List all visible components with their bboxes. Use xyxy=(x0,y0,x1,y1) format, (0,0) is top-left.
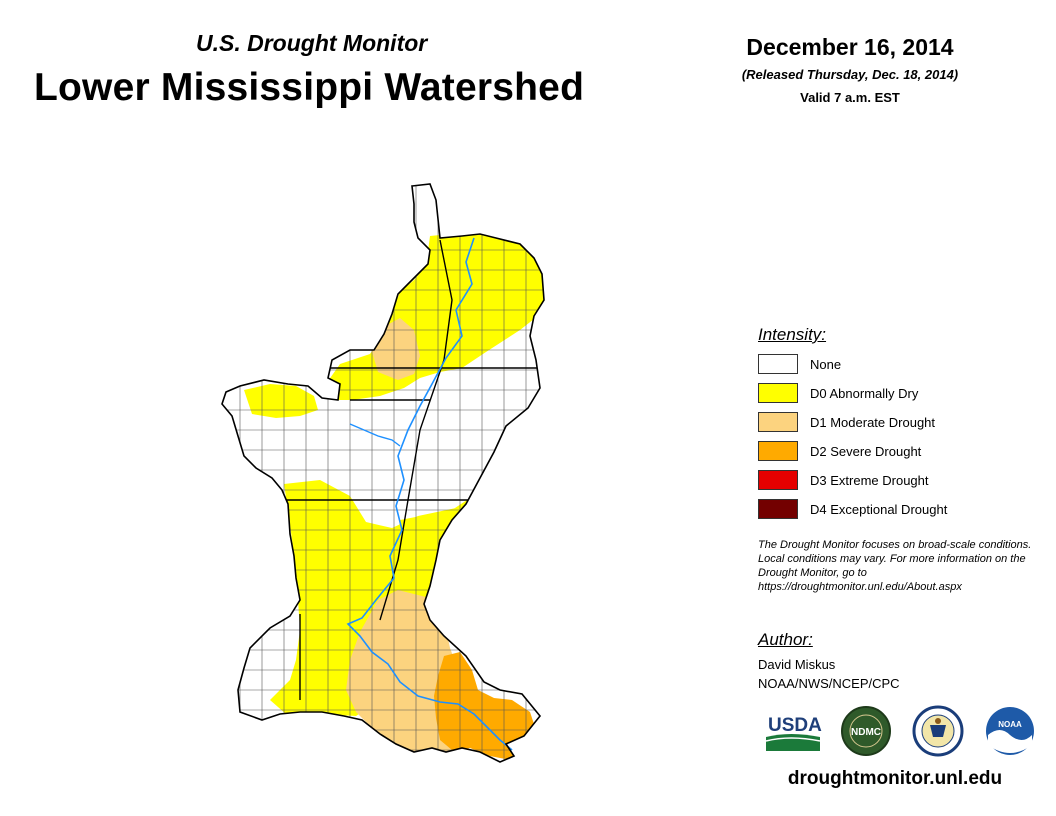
ndmc-logo-text: NDMC xyxy=(851,727,881,738)
drought-map xyxy=(221,183,545,763)
legend-label: D2 Severe Drought xyxy=(810,444,922,459)
map-subtitle: U.S. Drought Monitor xyxy=(196,30,428,56)
disclaimer-note: The Drought Monitor focuses on broad-sca… xyxy=(758,539,1032,593)
legend-swatch xyxy=(758,470,798,490)
legend-swatch xyxy=(758,383,798,403)
doc-seal-logo xyxy=(912,705,964,757)
release-date: (Released Thursday, Dec. 18, 2014) xyxy=(741,67,959,82)
mississippi-river xyxy=(346,237,513,751)
legend-heading: Intensity: xyxy=(758,325,827,344)
valid-time: Valid 7 a.m. EST xyxy=(800,90,900,105)
legend-label: D1 Moderate Drought xyxy=(810,415,936,430)
website-link[interactable]: droughtmonitor.unl.edu xyxy=(787,768,1003,789)
arkansas-river xyxy=(349,423,401,447)
legend-swatch xyxy=(758,499,798,519)
legend-swatch xyxy=(758,354,798,374)
noaa-logo: NOAA xyxy=(986,707,1034,755)
legend-swatch xyxy=(758,412,798,432)
legend-swatch xyxy=(758,441,798,461)
map-date: December 16, 2014 xyxy=(746,34,954,60)
d0-area-northwest xyxy=(244,384,318,418)
map-title: Lower Mississippi Watershed xyxy=(34,66,585,109)
d2-area-southeast xyxy=(434,652,536,760)
author-org: NOAA/NWS/NCEP/CPC xyxy=(758,676,900,691)
noaa-logo-text: NOAA xyxy=(998,720,1022,729)
ndmc-logo: NDMC xyxy=(841,706,891,756)
legend-label: D0 Abnormally Dry xyxy=(810,386,919,401)
usda-logo: USDA xyxy=(765,715,822,751)
legend-label: D3 Extreme Drought xyxy=(810,473,929,488)
author-name: David Miskus xyxy=(758,657,836,672)
legend-label: None xyxy=(810,357,842,372)
author-heading: Author: xyxy=(758,630,813,649)
agency-logos: USDA NDMC NOAA xyxy=(765,705,1034,757)
usda-logo-text: USDA xyxy=(768,715,822,736)
legend-label: D4 Exceptional Drought xyxy=(810,502,948,517)
